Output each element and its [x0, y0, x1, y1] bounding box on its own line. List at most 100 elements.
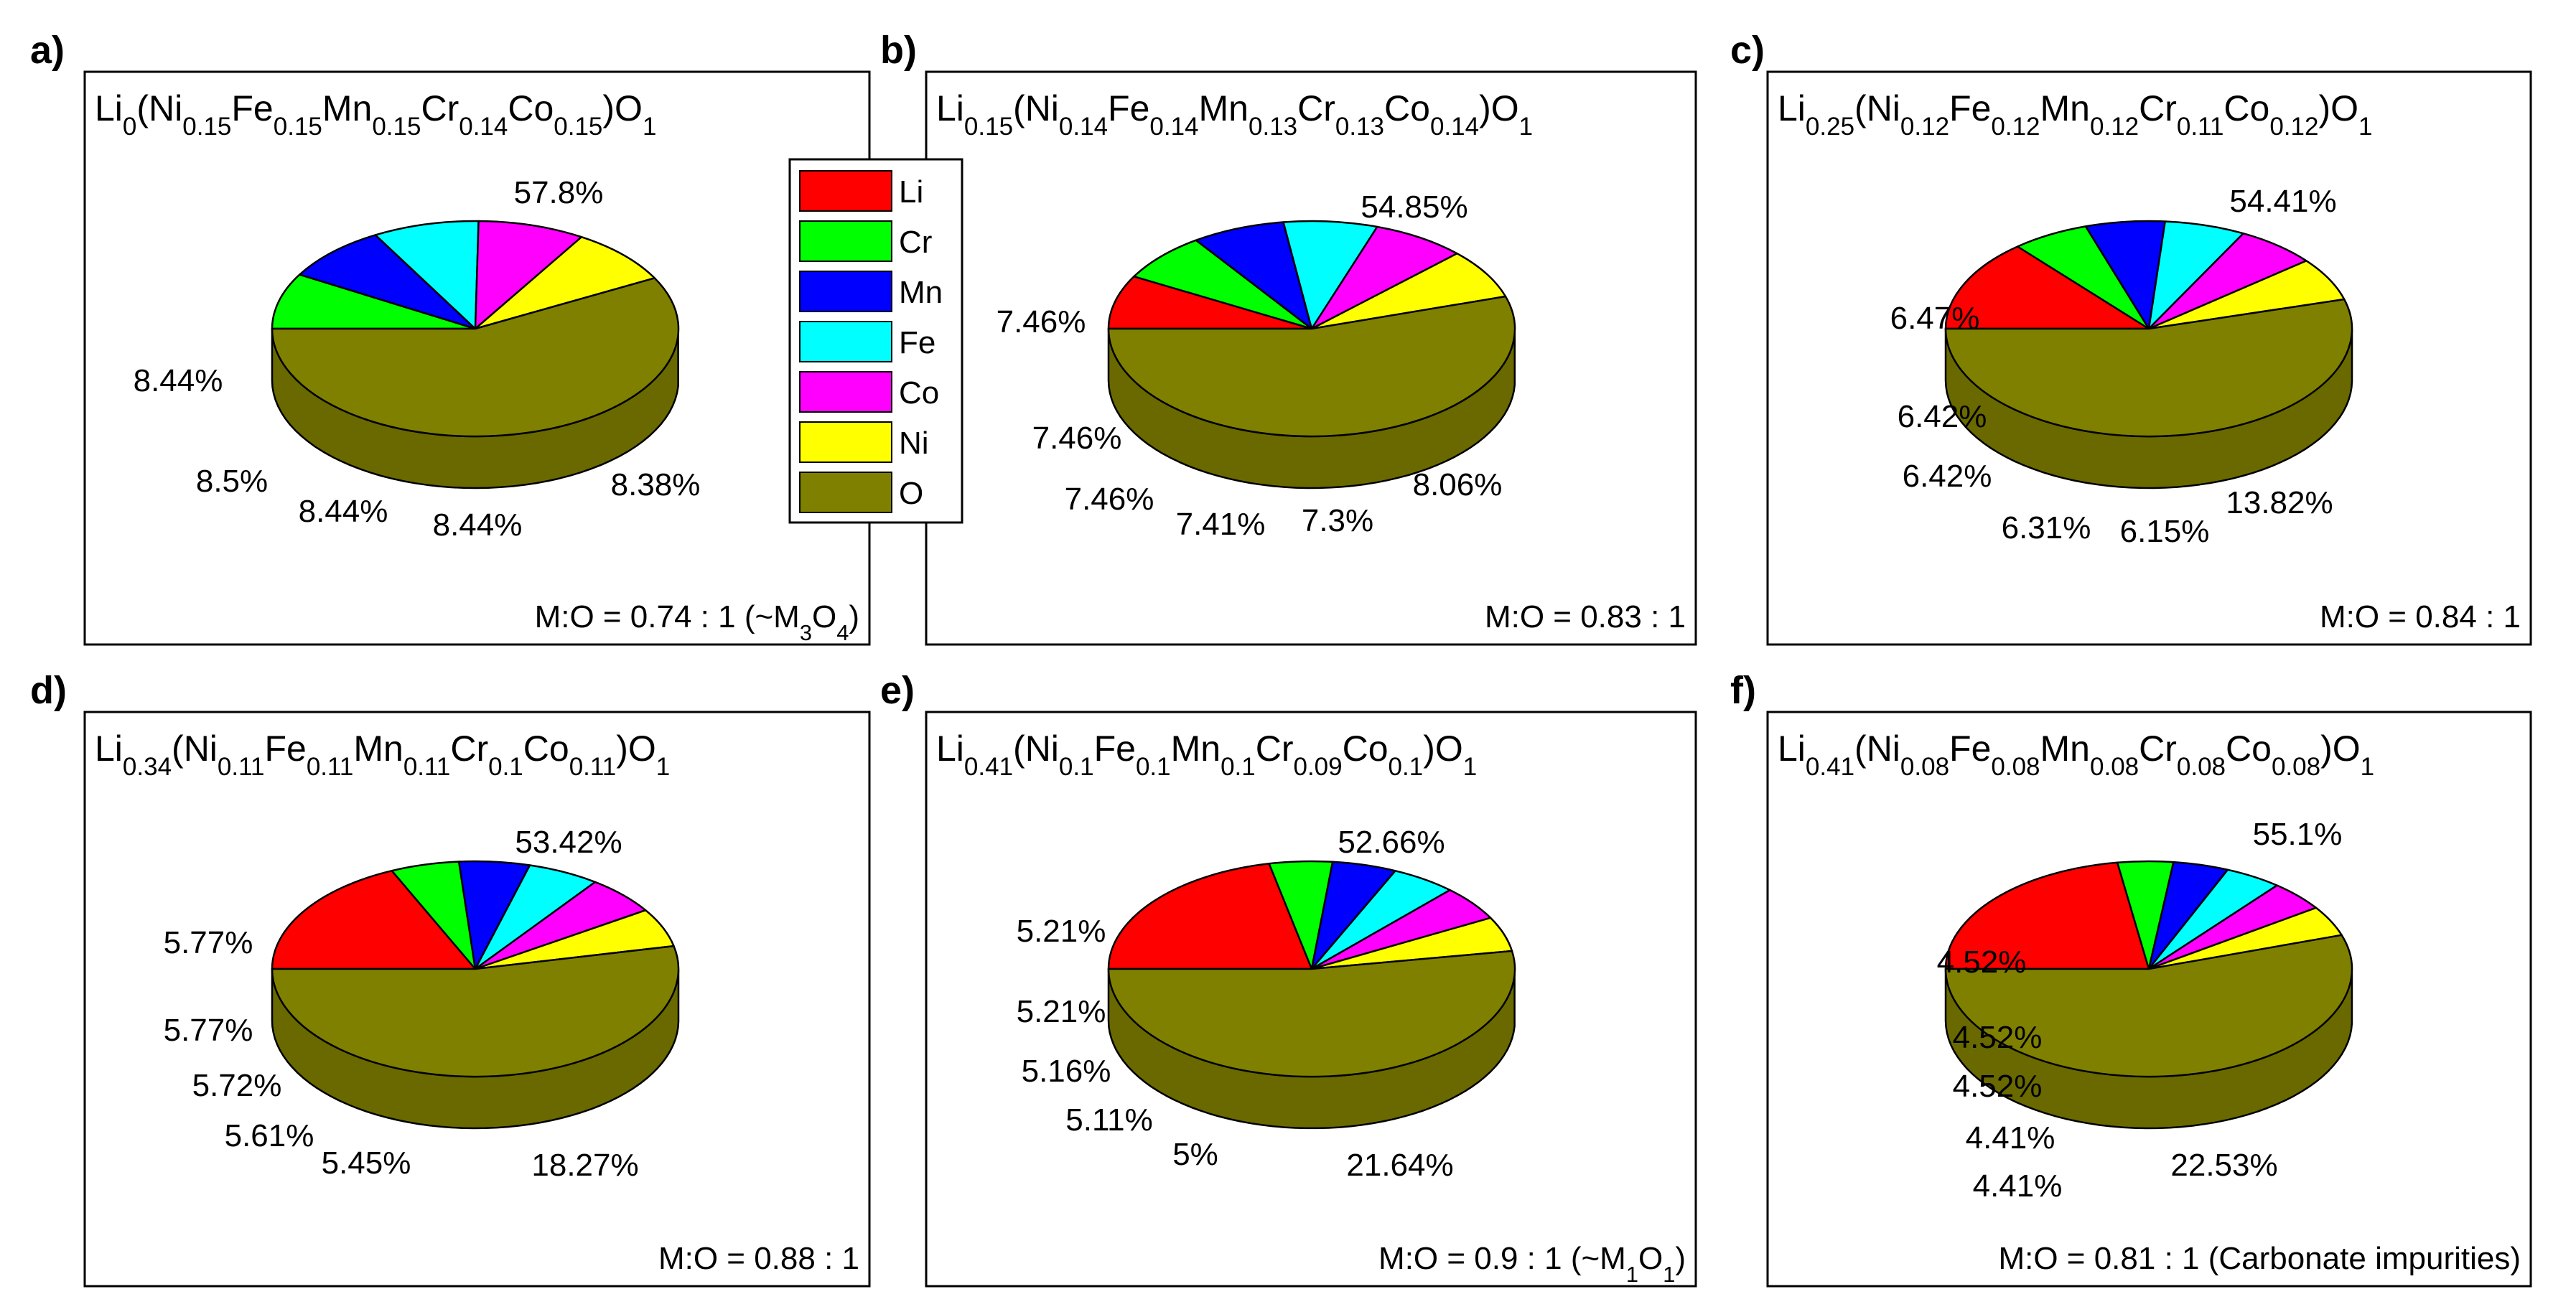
panel-title-part: Fe: [1094, 728, 1136, 769]
pie-label-ni: 5.77%: [164, 925, 253, 960]
pie-label-co: 8.5%: [196, 464, 268, 499]
ratio-label-part: M:O = 0.74 : 1 (~M: [535, 599, 800, 634]
panel-title-part: 0.15: [554, 113, 602, 141]
ratio-label-part: O: [1638, 1241, 1663, 1276]
ratio-label-part: 1: [1663, 1262, 1675, 1287]
legend-swatch-fe: [799, 321, 892, 362]
pie-label-o: 53.42%: [515, 825, 622, 860]
pie-3d: [271, 220, 680, 489]
pie-label-li: 8.06%: [1413, 467, 1503, 502]
legend: Li Cr Mn Fe Co Ni O: [788, 158, 963, 524]
legend-swatch-mn: [799, 271, 892, 312]
panel-title-part: 1: [2361, 753, 2374, 781]
ratio-label-part: ): [849, 599, 859, 634]
panel-title: Li0.25(Ni0.12Fe0.12Mn0.12Cr0.11Co0.12)O1: [1778, 88, 2372, 141]
panel-title-part: 0.34: [123, 753, 172, 781]
panel-letter: c): [1730, 29, 1765, 72]
pie-label-ni: 4.52%: [1937, 945, 2027, 980]
ratio-label: M:O = 0.83 : 1: [1485, 599, 1686, 634]
pie-label-mn: 5.11%: [1065, 1102, 1153, 1138]
pie-slice-o: [1107, 950, 1516, 1078]
panel-title-part: 0.13: [1335, 113, 1384, 141]
panel-title-part: 0.12: [1900, 113, 1949, 141]
panel-title-part: Cr: [1297, 88, 1335, 128]
panel-title-part: 0.08: [1900, 753, 1949, 781]
ratio-label: M:O = 0.88 : 1: [658, 1241, 859, 1276]
panel-title-part: )O: [1479, 88, 1519, 128]
panel-title-part: )O: [616, 728, 656, 769]
pie-slice-co: [1310, 225, 1458, 330]
pie-label-co: 6.42%: [1898, 399, 1987, 434]
pie-3d: [1107, 860, 1516, 1130]
pie-label-mn: 8.44%: [433, 507, 523, 543]
legend-label-li: Li: [899, 174, 923, 210]
panel-title: Li0.15(Ni0.14Fe0.14Mn0.13Cr0.13Co0.14)O1: [936, 88, 1533, 141]
pie-slice-fe: [2147, 220, 2244, 330]
panel-title-part: 1: [643, 113, 656, 141]
panel-title-part: Li: [936, 88, 964, 128]
panel-title-part: (Ni: [172, 728, 218, 769]
pie-slice-cr: [271, 273, 477, 330]
panel-title-part: Co: [523, 728, 569, 769]
ratio-label-part: ): [1675, 1241, 1686, 1276]
panel-title-part: 0.08: [1991, 753, 2040, 781]
panel-title-part: (Ni: [1854, 88, 1900, 128]
panel-title-part: 0.1: [1059, 753, 1094, 781]
pie-3d: [271, 860, 680, 1130]
pie-label-mn: 5.61%: [225, 1118, 314, 1153]
pie-slice-mn: [1195, 221, 1313, 330]
ratio-label: M:O = 0.9 : 1 (~M1O1): [1378, 1241, 1686, 1287]
pie-slice-li: [1107, 275, 1313, 330]
panel-title-part: 0.12: [1991, 113, 2040, 141]
pie-label-o: 54.85%: [1361, 189, 1467, 225]
legend-label-o: O: [899, 476, 923, 511]
pie-label-li: 22.53%: [2170, 1148, 2277, 1183]
pie-slice-o: [271, 945, 680, 1078]
pie-slice-o: [1107, 295, 1516, 438]
panel-title-part: 0.1: [1221, 753, 1256, 781]
panel-title-part: 0.14: [1430, 113, 1479, 141]
pie-label-co: 7.46%: [1032, 421, 1122, 456]
pie-slice-fe: [374, 220, 480, 330]
pie-slice-li: [1107, 863, 1313, 970]
ratio-label-part: M:O = 0.83 : 1: [1485, 599, 1686, 634]
panel-title-part: Fe: [1949, 728, 1991, 769]
pie-label-mn: 7.41%: [1176, 507, 1266, 542]
panel-title-part: Cr: [421, 88, 459, 128]
ratio-label-part: M:O = 0.84 : 1: [2320, 599, 2521, 634]
panel-title-part: 0: [123, 113, 136, 141]
panel-letter: e): [880, 669, 915, 712]
pie-label-co: 5.21%: [1017, 994, 1106, 1029]
pie-label-mn: 6.31%: [2002, 510, 2091, 545]
panel-title-part: 0.08: [2272, 753, 2320, 781]
pie-label-co: 5.77%: [164, 1013, 253, 1048]
pie-3d: [1107, 220, 1516, 489]
panel-a: a)Li0(Ni0.15Fe0.15Mn0.15Cr0.14Co0.15)O1M…: [30, 29, 871, 646]
panel-title-part: (Ni: [1013, 728, 1059, 769]
pie-slice-ni: [1310, 252, 1507, 330]
panel-title-part: (Ni: [1854, 728, 1900, 769]
ratio-label-part: 4: [836, 620, 849, 645]
panel-title-part: Mn: [322, 88, 372, 128]
pie-label-cr: 8.38%: [611, 467, 701, 502]
panel-letter: d): [30, 669, 67, 712]
panel-title-part: 0.1: [1389, 753, 1424, 781]
panel-title-part: )O: [602, 88, 643, 128]
panel-title-part: 0.15: [964, 113, 1013, 141]
legend-swatch-ni: [799, 421, 892, 463]
panel-title-part: (Ni: [1013, 88, 1059, 128]
panel-title-part: 0.41: [1806, 753, 1854, 781]
ratio-label: M:O = 0.84 : 1: [2320, 599, 2521, 634]
pie-slice-mn: [299, 234, 477, 330]
pie-label-fe: 4.52%: [1953, 1069, 2043, 1104]
panel-title-part: Co: [1343, 728, 1389, 769]
pie-label-ni: 6.47%: [1890, 301, 1980, 336]
pie-slice-mn: [2084, 220, 2166, 330]
legend-label-cr: Cr: [899, 225, 932, 260]
panel-title-part: Mn: [1171, 728, 1221, 769]
panel-title-part: Fe: [1949, 88, 1991, 128]
panel-title-part: 1: [2358, 113, 2372, 141]
legend-swatch-li: [799, 170, 892, 212]
panel-title-part: 0.11: [2177, 113, 2224, 141]
